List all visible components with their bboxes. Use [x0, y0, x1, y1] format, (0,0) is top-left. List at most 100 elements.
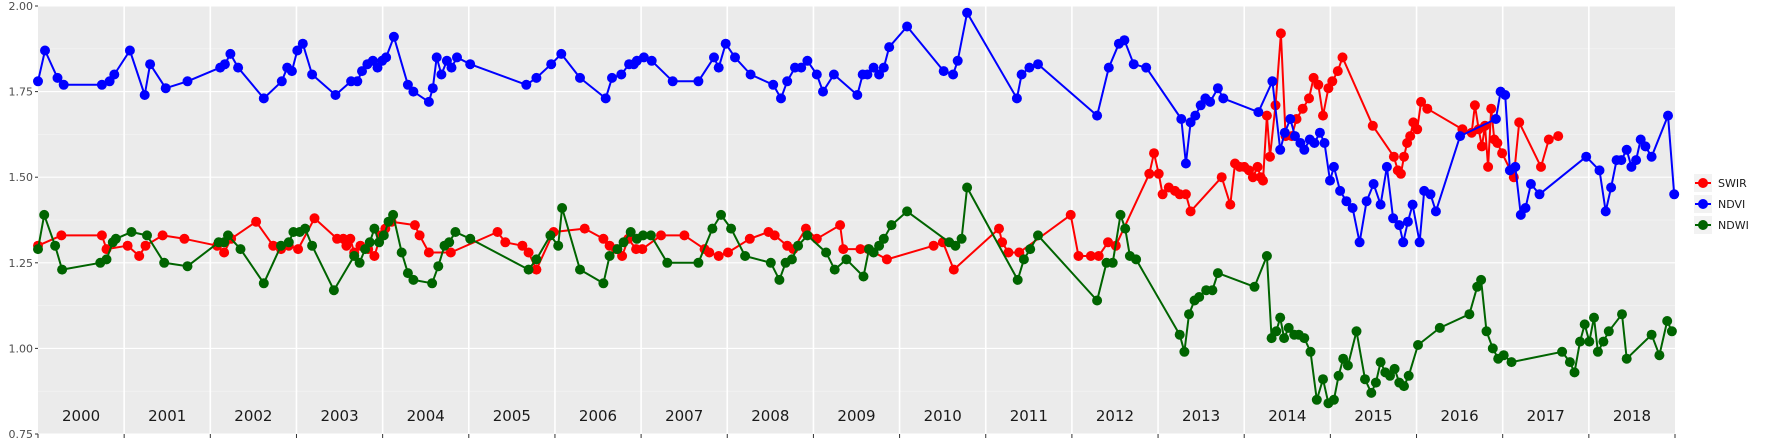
- data-point: [1065, 209, 1076, 220]
- data-point: [802, 230, 813, 241]
- data-point: [1297, 103, 1308, 114]
- year-label: 2001: [148, 407, 186, 425]
- data-point: [774, 274, 785, 285]
- data-point: [1498, 350, 1509, 361]
- data-point: [598, 233, 609, 244]
- data-point: [1247, 172, 1258, 183]
- data-point: [1492, 138, 1503, 148]
- data-point: [96, 230, 107, 241]
- year-label: 2014: [1268, 407, 1306, 425]
- data-point: [835, 220, 846, 231]
- data-point: [388, 31, 399, 42]
- data-point: [1414, 237, 1425, 248]
- data-point: [1128, 59, 1139, 70]
- data-point: [402, 79, 413, 90]
- data-point: [1033, 230, 1043, 241]
- data-point: [1525, 179, 1536, 189]
- data-point: [878, 233, 889, 244]
- data-point: [1218, 93, 1229, 104]
- data-point: [862, 69, 873, 80]
- data-point: [408, 86, 419, 97]
- data-point: [802, 55, 813, 66]
- data-point: [878, 62, 889, 73]
- data-point: [1190, 110, 1201, 121]
- data-point: [1212, 268, 1223, 279]
- year-label: 2000: [62, 407, 100, 425]
- data-point: [637, 244, 648, 255]
- data-point: [328, 285, 339, 296]
- data-point: [638, 52, 649, 63]
- data-point: [1407, 199, 1418, 210]
- data-point: [556, 48, 567, 59]
- data-point: [1654, 350, 1665, 361]
- data-point: [1225, 199, 1236, 210]
- data-point: [182, 76, 193, 87]
- data-point: [1569, 367, 1580, 378]
- data-point: [145, 59, 156, 70]
- data-point: [1319, 138, 1330, 148]
- data-point: [1325, 175, 1335, 186]
- data-point: [1663, 110, 1673, 121]
- data-point: [1375, 357, 1386, 368]
- year-label: 2005: [493, 407, 531, 425]
- data-point: [716, 209, 726, 220]
- y-tick-label: 1.50: [9, 171, 34, 184]
- data-point: [1194, 292, 1205, 302]
- data-point: [1617, 309, 1627, 320]
- data-point: [1662, 316, 1673, 326]
- data-point: [523, 264, 534, 275]
- data-point: [1589, 312, 1599, 323]
- data-point: [616, 69, 627, 80]
- data-point: [50, 240, 61, 251]
- data-point: [1354, 237, 1365, 248]
- data-point: [1093, 251, 1104, 261]
- data-point: [1149, 148, 1159, 159]
- data-point: [1003, 247, 1014, 258]
- data-point: [1285, 114, 1296, 124]
- y-tick-label: 0.75: [9, 428, 34, 441]
- data-point: [1258, 175, 1268, 186]
- year-label: 2003: [320, 407, 358, 425]
- data-point: [1403, 370, 1414, 381]
- data-point: [1469, 100, 1480, 111]
- data-point: [1388, 213, 1399, 224]
- data-point: [1120, 223, 1131, 234]
- data-point: [553, 240, 564, 251]
- legend-item-swir: SWIR: [1694, 174, 1747, 192]
- data-point: [902, 21, 913, 32]
- data-point: [1486, 103, 1497, 114]
- data-point: [1487, 343, 1498, 354]
- data-point: [1318, 374, 1328, 385]
- legend-key-point: [1698, 199, 1708, 209]
- data-point: [408, 274, 419, 285]
- data-point: [1416, 96, 1427, 107]
- data-point: [1592, 346, 1603, 357]
- data-point: [531, 72, 542, 83]
- data-point: [1332, 66, 1343, 77]
- data-point: [1119, 35, 1130, 46]
- data-point: [1212, 83, 1223, 94]
- data-point: [1267, 76, 1278, 87]
- data-point: [1669, 189, 1680, 200]
- data-point: [160, 83, 171, 94]
- legend-label: NDVI: [1718, 198, 1745, 211]
- data-point: [223, 230, 233, 241]
- data-point: [1381, 161, 1392, 172]
- year-label: 2016: [1441, 407, 1479, 425]
- data-point: [868, 247, 879, 258]
- data-point: [286, 66, 297, 77]
- data-point: [1311, 394, 1322, 405]
- data-point: [679, 230, 690, 241]
- legend: SWIR NDVI NDWI: [1694, 174, 1749, 234]
- data-point: [950, 240, 961, 251]
- data-point: [1313, 79, 1324, 90]
- data-point: [1092, 295, 1103, 306]
- data-point: [500, 237, 511, 248]
- data-point: [352, 76, 363, 87]
- data-point: [345, 233, 356, 244]
- year-label: 2009: [837, 407, 875, 425]
- y-tick-label: 2.00: [9, 0, 34, 13]
- data-point: [1476, 274, 1487, 285]
- data-point: [1299, 144, 1310, 155]
